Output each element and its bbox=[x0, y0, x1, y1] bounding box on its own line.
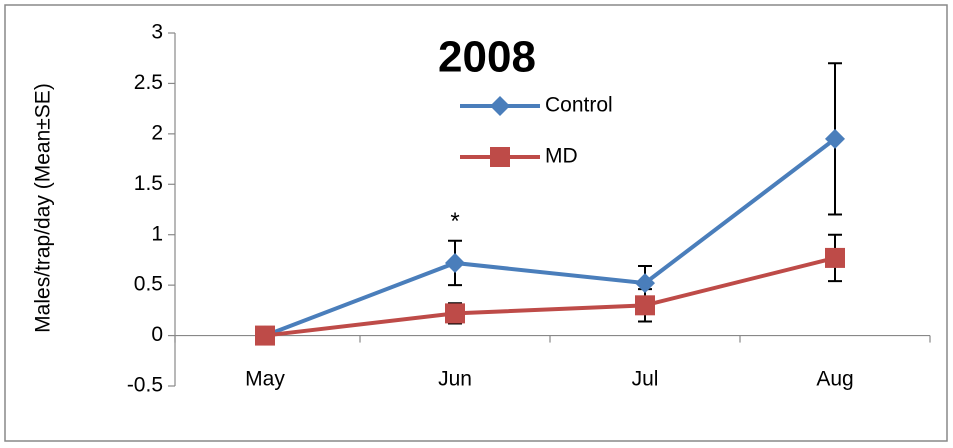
y-tick-label: 2.5 bbox=[134, 71, 163, 94]
y-tick-label: 1.5 bbox=[134, 172, 163, 195]
point bbox=[445, 303, 465, 324]
y-tick-label: 2 bbox=[151, 121, 163, 144]
point bbox=[445, 252, 465, 273]
y-tick-label: 1 bbox=[151, 222, 163, 245]
x-tick-label: Aug bbox=[816, 368, 853, 391]
y-tick-label: 3 bbox=[151, 21, 163, 44]
point bbox=[825, 128, 845, 149]
point bbox=[825, 247, 845, 268]
y-axis-label: Males/trap/day (Mean±SE) bbox=[32, 83, 55, 333]
point bbox=[255, 325, 275, 346]
x-tick-label: Jul bbox=[632, 368, 659, 391]
series-line bbox=[264, 137, 837, 338]
point bbox=[635, 273, 655, 294]
legend-marker bbox=[490, 96, 510, 116]
x-tick-label: Jun bbox=[438, 368, 472, 391]
x-tick-label: May bbox=[245, 368, 285, 391]
y-tick-label: 0 bbox=[151, 323, 163, 346]
chart-frame bbox=[4, 4, 948, 442]
series-line bbox=[264, 255, 836, 338]
legend-marker bbox=[490, 147, 510, 167]
legend-label: Control bbox=[545, 94, 613, 117]
annotation: * bbox=[450, 208, 459, 235]
chart-title: 2008 bbox=[438, 33, 536, 82]
y-tick-label: 0.5 bbox=[134, 273, 163, 296]
point bbox=[635, 295, 655, 316]
legend-label: MD bbox=[545, 145, 578, 168]
y-tick-label: -0.5 bbox=[127, 374, 163, 397]
